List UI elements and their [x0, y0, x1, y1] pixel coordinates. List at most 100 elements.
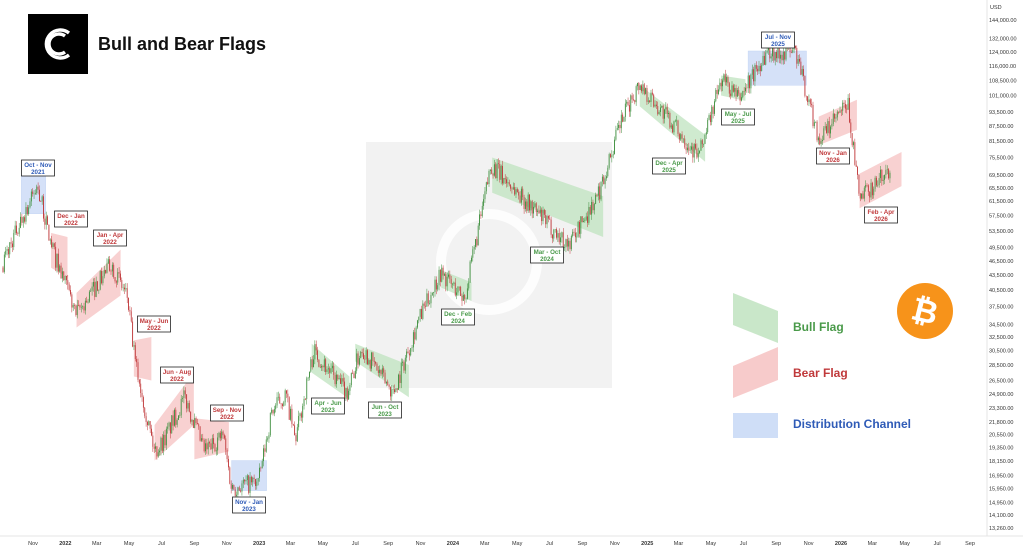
candle-body [385, 381, 387, 384]
page-title: Bull and Bear Flags [98, 34, 267, 54]
pattern-label-line: Oct - Nov [24, 162, 52, 169]
candle-body [264, 448, 266, 452]
y-tick-label: 75,500.00 [989, 156, 1013, 162]
candle-body [43, 196, 44, 219]
legend-item-bear: Bear Flag [733, 347, 848, 398]
candle-body [317, 350, 318, 360]
candle-body [171, 415, 173, 434]
candle-body [13, 232, 15, 248]
y-tick-label: 108,500.00 [989, 78, 1017, 84]
legend-item-bull: Bull Flag [733, 293, 844, 343]
candle-body [774, 52, 776, 61]
candle-body [240, 490, 242, 492]
candle-body [88, 291, 90, 302]
pattern-label-box [441, 308, 475, 326]
candle-body [249, 476, 251, 493]
candle-body [481, 205, 483, 216]
pattern-label-line: 2022 [64, 220, 78, 227]
candle-body [296, 427, 298, 442]
candle-body [286, 390, 287, 394]
candle-body [313, 359, 314, 368]
pattern-label-line: Mar - Oct [534, 249, 561, 256]
distribution-channel-zone [21, 174, 46, 214]
candle-body [49, 239, 51, 241]
legend-item-distribution: Distribution Channel [733, 413, 911, 438]
candle-body [607, 167, 609, 177]
candle-body [300, 413, 302, 418]
candle-body [238, 487, 240, 491]
candle-body [704, 134, 706, 144]
y-tick-label: 144,000.00 [989, 18, 1017, 24]
candle-body [398, 374, 399, 390]
candle-body [129, 309, 131, 312]
candle-body [596, 194, 598, 196]
candle-body [182, 398, 183, 399]
candle-body [824, 126, 826, 129]
candle-body [615, 129, 617, 140]
candle-body [520, 188, 522, 203]
candle-body [322, 365, 324, 368]
candle-body [568, 240, 570, 247]
candle-body [703, 143, 705, 145]
candle-body [207, 442, 209, 450]
candle-body [699, 150, 701, 153]
candle-body [628, 105, 630, 112]
pattern-label-line: 2026 [874, 216, 888, 223]
candle-body [722, 80, 723, 87]
candle-body [425, 305, 426, 307]
pattern-label-box [54, 210, 88, 228]
candle-body [608, 154, 610, 168]
candle-body [772, 46, 773, 57]
x-tick-label: 2022 [59, 541, 71, 547]
candle-body [176, 419, 178, 425]
candle-body [888, 169, 890, 179]
candle-body [102, 276, 104, 284]
y-tick-label: 61,500.00 [989, 199, 1013, 205]
y-tick-label: 40,500.00 [989, 288, 1013, 294]
y-tick-label: 124,000.00 [989, 50, 1017, 56]
candle-body [236, 494, 237, 496]
candle-body [380, 369, 382, 375]
candle-body [256, 481, 258, 486]
candle-body [527, 194, 529, 211]
candle-body [757, 68, 759, 72]
candle-body [45, 216, 47, 225]
candle-body [873, 188, 875, 196]
candle-body [113, 264, 115, 278]
candle-body [169, 422, 171, 434]
candle-body [91, 286, 93, 291]
candle-body [523, 197, 525, 209]
y-tick-label: 37,500.00 [989, 305, 1013, 311]
candle-body [884, 174, 885, 180]
candle-body [550, 219, 552, 235]
candle-body [429, 303, 431, 304]
y-tick-label: 132,000.00 [989, 37, 1017, 43]
candle-body [456, 292, 458, 296]
candle-body [365, 350, 367, 360]
candle-body [723, 74, 725, 81]
candle-body [59, 265, 61, 272]
candle-body [508, 182, 510, 185]
candle-body [882, 179, 884, 181]
candle-body [306, 378, 308, 400]
candle-body [140, 383, 142, 393]
candle-body [21, 216, 23, 223]
candle-body [268, 435, 270, 439]
x-tick-label: Jul [352, 541, 359, 547]
distribution-channel-zone [747, 50, 807, 86]
candle-body [454, 282, 456, 296]
candle-body [750, 74, 752, 89]
candle-body [770, 56, 772, 59]
candle-body [186, 394, 188, 409]
candle-body [510, 184, 512, 189]
candle-body [151, 428, 152, 436]
candle-body [489, 169, 491, 171]
candle-body [83, 306, 85, 311]
candle-body [601, 176, 603, 182]
candle-body [60, 265, 62, 279]
candle-body [886, 169, 888, 170]
